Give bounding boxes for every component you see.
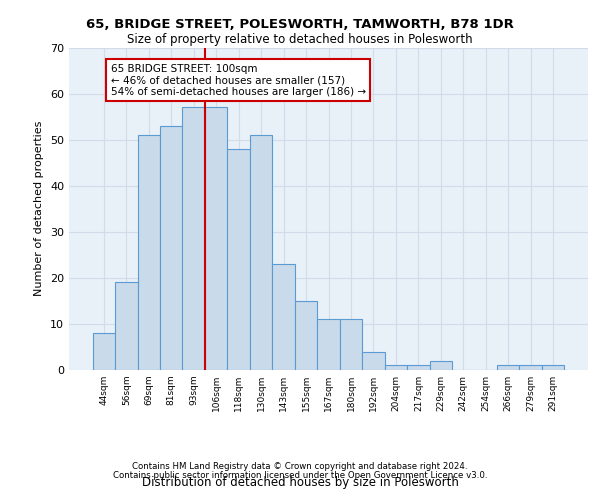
Bar: [407, 366, 430, 370]
Y-axis label: Number of detached properties: Number of detached properties: [34, 121, 44, 296]
Bar: [385, 366, 407, 370]
Bar: [340, 320, 362, 370]
Bar: [137, 135, 160, 370]
Text: Size of property relative to detached houses in Polesworth: Size of property relative to detached ho…: [127, 32, 473, 46]
Text: 65 BRIDGE STREET: 100sqm
← 46% of detached houses are smaller (157)
54% of semi-: 65 BRIDGE STREET: 100sqm ← 46% of detach…: [110, 64, 365, 97]
Text: Contains HM Land Registry data © Crown copyright and database right 2024.: Contains HM Land Registry data © Crown c…: [132, 462, 468, 471]
Bar: [160, 126, 182, 370]
Bar: [250, 135, 272, 370]
Text: Contains public sector information licensed under the Open Government Licence v3: Contains public sector information licen…: [113, 471, 487, 480]
Bar: [115, 282, 137, 370]
Bar: [295, 301, 317, 370]
Bar: [227, 149, 250, 370]
Bar: [317, 320, 340, 370]
Bar: [497, 366, 520, 370]
Bar: [205, 108, 227, 370]
Bar: [272, 264, 295, 370]
Bar: [92, 333, 115, 370]
Bar: [430, 361, 452, 370]
Bar: [542, 366, 565, 370]
Bar: [362, 352, 385, 370]
Text: 65, BRIDGE STREET, POLESWORTH, TAMWORTH, B78 1DR: 65, BRIDGE STREET, POLESWORTH, TAMWORTH,…: [86, 18, 514, 30]
Bar: [520, 366, 542, 370]
Text: Distribution of detached houses by size in Polesworth: Distribution of detached houses by size …: [142, 476, 458, 489]
Bar: [182, 108, 205, 370]
